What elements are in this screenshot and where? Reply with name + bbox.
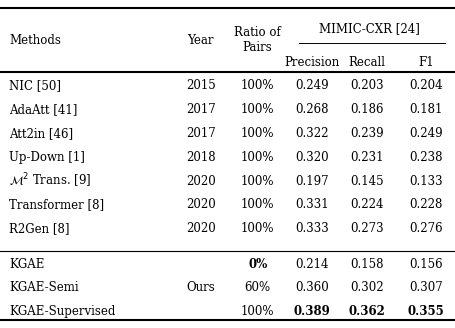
Text: 0.268: 0.268 — [295, 103, 329, 116]
Text: 2018: 2018 — [186, 151, 215, 164]
Text: Methods: Methods — [9, 34, 61, 47]
Text: Recall: Recall — [348, 56, 385, 69]
Text: 0.320: 0.320 — [295, 151, 329, 164]
Text: 2020: 2020 — [185, 174, 215, 188]
Text: Transformer [8]: Transformer [8] — [9, 198, 104, 212]
Text: Up-Down [1]: Up-Down [1] — [9, 151, 85, 164]
Text: 100%: 100% — [240, 79, 274, 92]
Text: KGAE-Supervised: KGAE-Supervised — [9, 305, 115, 318]
Text: 0.249: 0.249 — [295, 79, 329, 92]
Text: 0.145: 0.145 — [349, 174, 383, 188]
Text: MIMIC-CXR [24]: MIMIC-CXR [24] — [318, 22, 419, 35]
Text: 0.273: 0.273 — [349, 222, 383, 236]
Text: 0.203: 0.203 — [349, 79, 383, 92]
Text: 0.389: 0.389 — [293, 305, 330, 318]
Text: 0.360: 0.360 — [295, 281, 329, 295]
Text: 0.238: 0.238 — [409, 151, 442, 164]
Text: Precision: Precision — [284, 56, 339, 69]
Text: 0.204: 0.204 — [409, 79, 442, 92]
Text: Year: Year — [187, 34, 213, 47]
Text: 100%: 100% — [240, 151, 274, 164]
Text: F1: F1 — [418, 56, 433, 69]
Text: 0.276: 0.276 — [409, 222, 442, 236]
Text: 0.239: 0.239 — [349, 127, 383, 140]
Text: 60%: 60% — [244, 281, 270, 295]
Text: 0.231: 0.231 — [349, 151, 383, 164]
Text: 0.331: 0.331 — [295, 198, 329, 212]
Text: 0.186: 0.186 — [349, 103, 383, 116]
Text: 2017: 2017 — [185, 103, 215, 116]
Text: 100%: 100% — [240, 198, 274, 212]
Text: 0.249: 0.249 — [409, 127, 442, 140]
Text: 0.355: 0.355 — [407, 305, 444, 318]
Text: 0.302: 0.302 — [349, 281, 383, 295]
Text: 0.322: 0.322 — [295, 127, 329, 140]
Text: KGAE: KGAE — [9, 257, 45, 271]
Text: 0.197: 0.197 — [295, 174, 329, 188]
Text: 100%: 100% — [240, 174, 274, 188]
Text: 0.156: 0.156 — [409, 257, 442, 271]
Text: 2017: 2017 — [185, 127, 215, 140]
Text: $\mathcal{M}^2$ Trans. [9]: $\mathcal{M}^2$ Trans. [9] — [9, 172, 91, 190]
Text: R2Gen [8]: R2Gen [8] — [9, 222, 70, 236]
Text: 0%: 0% — [248, 257, 267, 271]
Text: 0.214: 0.214 — [295, 257, 329, 271]
Text: Ours: Ours — [186, 281, 215, 295]
Text: 0.307: 0.307 — [409, 281, 442, 295]
Text: 0.224: 0.224 — [349, 198, 383, 212]
Text: NIC [50]: NIC [50] — [9, 79, 61, 92]
Text: AdaAtt [41]: AdaAtt [41] — [9, 103, 77, 116]
Text: Ratio of
Pairs: Ratio of Pairs — [234, 26, 280, 54]
Text: 0.181: 0.181 — [409, 103, 442, 116]
Text: 100%: 100% — [240, 127, 274, 140]
Text: Att2in [46]: Att2in [46] — [9, 127, 73, 140]
Text: 0.158: 0.158 — [349, 257, 383, 271]
Text: KGAE-Semi: KGAE-Semi — [9, 281, 79, 295]
Text: 2020: 2020 — [185, 198, 215, 212]
Text: 0.333: 0.333 — [295, 222, 329, 236]
Text: 0.362: 0.362 — [348, 305, 384, 318]
Text: 100%: 100% — [240, 222, 274, 236]
Text: 100%: 100% — [240, 103, 274, 116]
Text: 0.133: 0.133 — [409, 174, 442, 188]
Text: 100%: 100% — [240, 305, 274, 318]
Text: 0.228: 0.228 — [409, 198, 442, 212]
Text: 2015: 2015 — [185, 79, 215, 92]
Text: 2020: 2020 — [185, 222, 215, 236]
